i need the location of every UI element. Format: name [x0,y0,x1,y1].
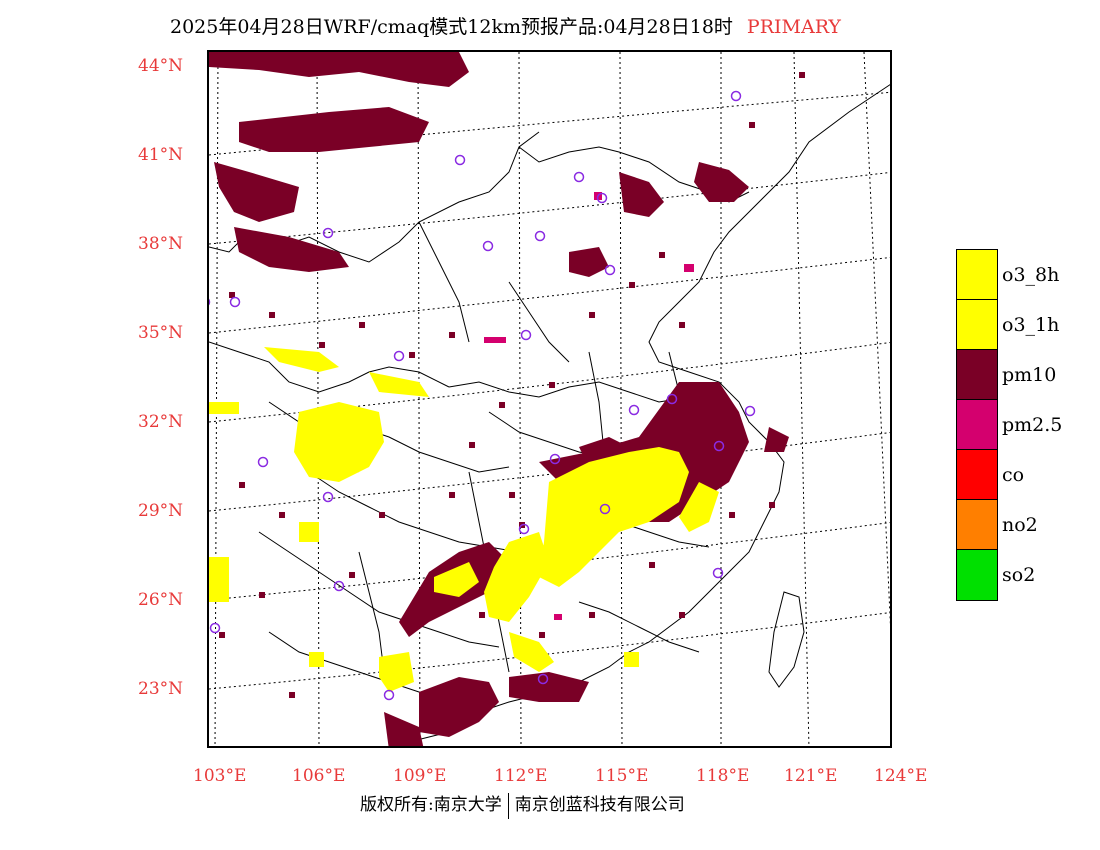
copyright-footer: 版权所有:南京大学 南京创蓝科技有限公司 [360,790,685,819]
footer-left: 版权所有:南京大学 [360,795,502,815]
legend-swatch-co [957,450,997,500]
lat-label-23: 23°N [138,679,184,699]
legend-swatch-o3-8h [957,250,997,300]
map-canvas [209,52,890,746]
lon-label-112: 112°E [494,766,548,786]
legend-swatch-so2 [957,550,997,600]
legend-swatch-pm25 [957,400,997,450]
pm10-regions [209,52,789,746]
legend-color-bar [956,249,998,601]
o3-regions [209,347,719,692]
lon-label-103: 103°E [193,766,247,786]
lon-label-115: 115°E [595,766,649,786]
lon-label-121: 121°E [784,766,838,786]
lon-label-124: 124°E [874,766,928,786]
province-boundaries [209,131,750,713]
legend-label-co: co [1002,464,1025,486]
station-markers [209,90,756,701]
legend-swatch-pm10 [957,350,997,400]
lat-label-38: 38°N [138,234,184,254]
footer-right: 南京创蓝科技有限公司 [514,795,685,815]
footer-divider [507,792,509,819]
legend-swatch-o3-1h [957,300,997,350]
lat-label-29: 29°N [138,501,184,521]
lat-label-44: 44°N [138,56,184,76]
legend-label-pm10: pm10 [1002,364,1057,386]
map-title: 2025年04月28日WRF/cmaq模式12km预报产品:04月28日18时 P… [170,12,841,39]
lat-label-32: 32°N [138,412,184,432]
map-plot-area [207,50,892,748]
lat-label-26: 26°N [138,590,184,610]
lat-label-41: 41°N [138,145,184,165]
legend-label-o3-8h: o3_8h [1002,264,1060,286]
lon-label-109: 109°E [393,766,447,786]
taiwan-outline [768,591,805,688]
lon-label-106: 106°E [292,766,346,786]
lon-label-118: 118°E [696,766,750,786]
title-tag: PRIMARY [746,16,841,38]
coastline [408,84,890,743]
graticule [209,52,890,746]
legend-label-so2: so2 [1002,564,1036,586]
legend-label-o3-1h: o3_1h [1002,314,1060,336]
title-main: 2025年04月28日WRF/cmaq模式12km预报产品:04月28日18时 [170,16,733,38]
legend-label-no2: no2 [1002,514,1038,536]
lat-label-35: 35°N [138,323,184,343]
legend-swatch-no2 [957,500,997,550]
legend-label-pm25: pm2.5 [1002,414,1063,436]
